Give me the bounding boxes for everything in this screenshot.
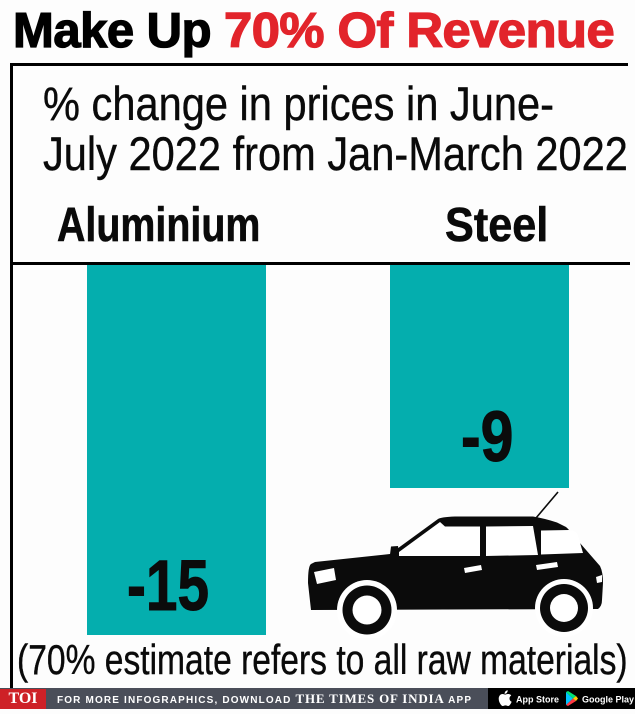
svg-text:Google Play: Google Play xyxy=(582,695,634,705)
svg-text:App Store: App Store xyxy=(516,695,559,705)
